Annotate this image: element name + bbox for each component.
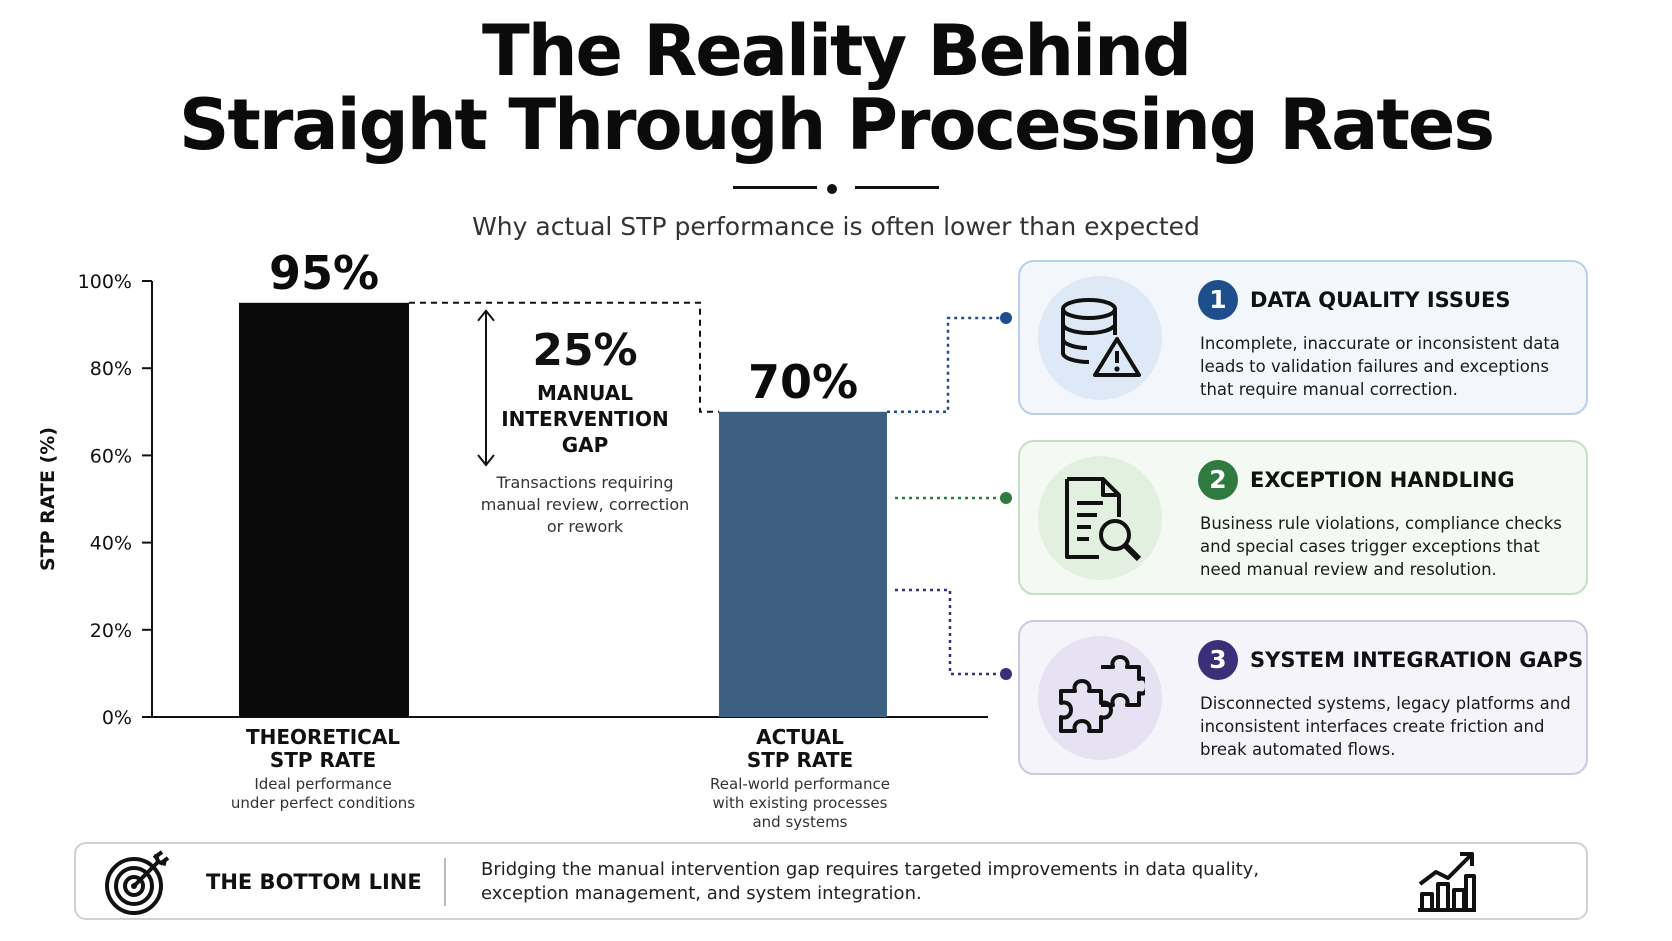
y-tick-label: 60% xyxy=(90,445,132,467)
category-name-line2: STP RATE xyxy=(746,748,854,772)
connector-card-1 xyxy=(887,316,1004,414)
card-icon-circle xyxy=(1038,636,1162,760)
gap-desc-line2: manual review, correction xyxy=(480,495,690,514)
title-divider-right xyxy=(855,186,939,189)
card-text: Incomplete, inaccurate or inconsistent d… xyxy=(1200,334,1560,399)
gap-desc-line1: Transactions requiring xyxy=(496,473,674,492)
connector-dot-3 xyxy=(1000,668,1012,680)
y-tick-label: 40% xyxy=(90,533,132,555)
category-name-line2: STP RATE xyxy=(269,748,377,772)
y-tick-label: 0% xyxy=(102,707,132,729)
card-data-quality: 1 DATA QUALITY ISSUES Incomplete, inaccu… xyxy=(1018,260,1588,415)
gap-label-line3: GAP xyxy=(561,433,609,457)
category-desc-line3: and systems xyxy=(752,813,848,831)
category-desc-line2: under perfect conditions xyxy=(230,794,416,812)
target-icon xyxy=(105,850,170,915)
category-desc-line1: Real-world performance xyxy=(710,775,890,793)
connector-card-3 xyxy=(895,588,1004,676)
connector-dot-1 xyxy=(1000,312,1012,324)
card-number-badge: 1 xyxy=(1198,280,1238,320)
bar xyxy=(719,411,887,717)
card-text: Disconnected systems, legacy platforms a… xyxy=(1200,694,1571,759)
gap-label-line1: MANUAL xyxy=(537,381,633,405)
card-title: DATA QUALITY ISSUES xyxy=(1250,288,1511,312)
category-label-theoretical: THEORETICAL STP RATE Ideal performance u… xyxy=(193,726,453,813)
y-tick-label: 100% xyxy=(78,271,132,293)
card-icon-circle xyxy=(1038,276,1162,400)
card-title: SYSTEM INTEGRATION GAPS xyxy=(1250,648,1584,672)
gap-dashed-connector xyxy=(409,301,719,413)
gap-annotation: 25% MANUAL INTERVENTION GAP Transactions… xyxy=(468,326,702,538)
card-system-integration: 3 SYSTEM INTEGRATION GAPS Disconnected s… xyxy=(1018,620,1588,775)
database-warning-icon xyxy=(1061,298,1141,377)
category-desc-line1: Ideal performance xyxy=(254,775,392,793)
category-name-line1: THEORETICAL xyxy=(245,725,401,749)
gap-desc-line3: or rework xyxy=(546,517,624,536)
card-text: Business rule violations, compliance che… xyxy=(1200,514,1562,579)
category-label-actual: ACTUAL STP RATE Real-world performance w… xyxy=(670,726,930,832)
card-exception-handling: 2 EXCEPTION HANDLING Business rule viola… xyxy=(1018,440,1588,595)
y-tick-label: 80% xyxy=(90,358,132,380)
puzzle-icon xyxy=(1059,655,1145,733)
bottom-line-separator xyxy=(444,858,446,906)
bottom-line-text: Bridging the manual intervention gap req… xyxy=(481,859,1260,904)
title-line-2: Straight Through Processing Rates xyxy=(178,84,1495,166)
gap-arrow-head-up xyxy=(477,309,495,322)
title-line-1: The Reality Behind xyxy=(481,10,1192,92)
bar-value-label: 70% xyxy=(748,355,858,409)
title-divider-left xyxy=(733,186,817,189)
connector-dot-2 xyxy=(1000,492,1012,504)
page-subtitle: Why actual STP performance is often lowe… xyxy=(472,212,1200,241)
card-number-badge: 3 xyxy=(1198,640,1238,680)
y-tick-label: 20% xyxy=(90,620,132,642)
page-title: The Reality Behind Straight Through Proc… xyxy=(0,14,1672,162)
gap-label-line2: INTERVENTION xyxy=(501,407,669,431)
gap-value: 25% xyxy=(532,325,638,376)
bottom-line-bar: THE BOTTOM LINE Bridging the manual inte… xyxy=(74,842,1588,920)
bar-value-label: 95% xyxy=(269,246,379,300)
bottom-line-title: THE BOTTOM LINE xyxy=(206,870,422,894)
card-title: EXCEPTION HANDLING xyxy=(1250,468,1515,492)
gap-arrow-head-down xyxy=(477,454,495,467)
category-name-line1: ACTUAL xyxy=(756,725,844,749)
card-icon-circle xyxy=(1038,456,1162,580)
y-axis-label: STP RATE (%) xyxy=(37,427,59,571)
category-desc-line2: with existing processes xyxy=(712,794,888,812)
bar xyxy=(239,302,409,717)
growth-chart-icon xyxy=(1418,852,1476,912)
title-divider-dot xyxy=(827,184,837,194)
card-number-badge: 2 xyxy=(1198,460,1238,500)
document-search-icon xyxy=(1065,477,1142,561)
